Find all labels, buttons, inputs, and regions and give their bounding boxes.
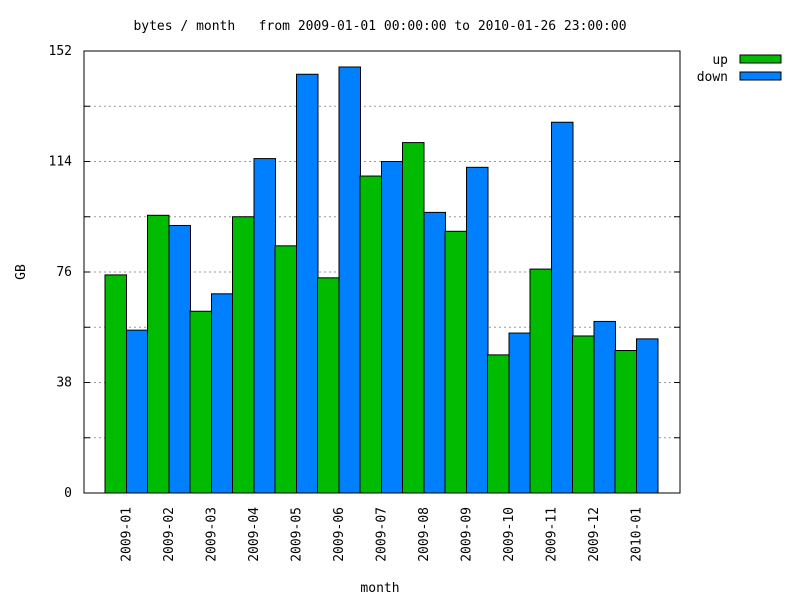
bar-up	[529, 268, 552, 494]
x-tick-label: 2009-08	[417, 507, 432, 562]
bar-down	[296, 73, 319, 494]
x-tick-label: 2009-07	[375, 507, 390, 562]
bar-down	[168, 224, 191, 494]
x-tick-label: 2009-05	[290, 507, 305, 562]
x-tick-label: 2009-02	[162, 507, 177, 562]
bars	[104, 66, 659, 494]
y-tick-label: 152	[49, 44, 72, 59]
bar-down	[593, 320, 616, 494]
legend-label-up: up	[712, 53, 728, 68]
bar-down	[253, 158, 276, 494]
bar-up	[572, 335, 595, 494]
bar-up	[614, 350, 637, 494]
x-tick-label: 2009-10	[502, 507, 517, 562]
legend: up down	[697, 53, 782, 85]
x-tick-label: 2009-09	[460, 507, 475, 562]
x-tick-label: 2009-06	[332, 507, 347, 562]
bar-down	[508, 332, 531, 494]
bar-down	[338, 66, 361, 494]
bar-up	[317, 277, 340, 494]
bar-up	[274, 245, 297, 494]
bar-up	[359, 175, 382, 494]
bar-up	[189, 310, 212, 494]
bar-down	[636, 338, 659, 494]
y-axis-label: GB	[14, 264, 29, 280]
bar-up	[147, 214, 170, 494]
bar-down	[551, 121, 574, 494]
legend-swatch-up	[739, 54, 782, 64]
bar-down	[211, 293, 234, 494]
y-tick-label: 76	[56, 265, 72, 280]
legend-label-down: down	[697, 70, 728, 85]
bar-up	[444, 230, 467, 494]
y-tick-label: 114	[49, 155, 73, 170]
x-tick-label: 2009-01	[120, 507, 135, 562]
x-tick-label: 2009-11	[545, 507, 560, 562]
chart-title: bytes / month from 2009-01-01 00:00:00 t…	[133, 19, 626, 34]
x-tick-label: 2009-12	[587, 507, 602, 562]
bar-down	[381, 161, 404, 494]
y-tick-label: 0	[64, 486, 72, 501]
y-tick-label: 38	[56, 376, 72, 391]
bar-up	[487, 354, 510, 494]
bar-up	[232, 216, 255, 494]
legend-swatch-down	[739, 71, 782, 81]
x-tick-label: 2010-01	[630, 507, 645, 562]
x-tick-label: 2009-04	[247, 507, 262, 562]
bar-down	[466, 166, 489, 494]
bar-down	[423, 211, 446, 494]
axis-ticks: 0 38 76 114 152 2009-01 2009-02 2009-03 2009-04 2…	[49, 44, 680, 562]
x-axis-label: month	[360, 581, 399, 596]
bar-down	[126, 329, 149, 494]
bar-up	[402, 142, 425, 494]
bar-up	[104, 274, 127, 494]
x-tick-label: 2009-03	[205, 507, 220, 562]
